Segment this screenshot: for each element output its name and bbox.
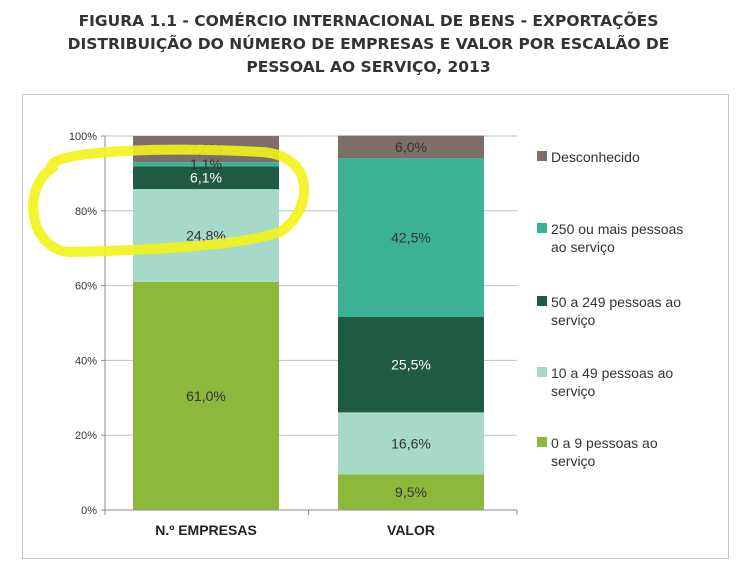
- legend-layer: Desconhecido 250 ou mais pessoas ao serviç…: [537, 149, 683, 469]
- data-label: 25,5%: [391, 357, 431, 373]
- legend-label: serviço: [551, 453, 596, 469]
- legend-swatch: [537, 151, 547, 161]
- data-label: 9,5%: [395, 484, 427, 500]
- legend-label: 0 a 9 pessoas ao: [551, 435, 658, 451]
- annotation-layer: [28, 144, 310, 258]
- highlight-ellipse: [28, 144, 310, 258]
- bar-segment: [338, 135, 484, 159]
- legend-label: ao serviço: [551, 239, 615, 255]
- bar-segment: [133, 281, 279, 510]
- category-label: N.º EMPRESAS: [155, 522, 257, 538]
- legend-swatch: [537, 437, 547, 447]
- title-line-3: PESSOAL AO SERVIÇO, 2013: [246, 58, 491, 76]
- data-label: 1,1%: [190, 156, 222, 172]
- y-tick-label: 60%: [75, 281, 97, 293]
- legend-swatch: [537, 223, 547, 233]
- axis-layer: 0% 20% 40% 60% 80% 100% N.º EMPRESAS VALOR: [69, 131, 518, 538]
- data-label: 6,1%: [190, 170, 222, 186]
- category-label: VALOR: [387, 522, 435, 538]
- y-tick-label: 80%: [75, 206, 97, 218]
- data-label: 6,0%: [395, 139, 427, 155]
- y-tick-label: 40%: [75, 355, 97, 367]
- chart-title: FIGURA 1.1 - COMÉRCIO INTERNACIONAL DE B…: [0, 10, 737, 79]
- legend-swatch: [537, 367, 547, 377]
- data-label: 42,5%: [391, 230, 431, 246]
- legend-label: serviço: [551, 312, 596, 328]
- title-line-1: FIGURA 1.1 - COMÉRCIO INTERNACIONAL DE B…: [78, 12, 659, 30]
- bar-segment: [338, 158, 484, 318]
- bar-segment: [133, 166, 279, 190]
- legend-label: 250 ou mais pessoas: [551, 221, 683, 237]
- legend-label: 10 a 49 pessoas ao: [551, 365, 673, 381]
- bar-segment: [338, 474, 484, 510]
- legend-label: serviço: [551, 383, 596, 399]
- y-tick-label: 100%: [69, 131, 97, 143]
- legend-label: 50 a 249 pessoas ao: [551, 294, 681, 310]
- legend-swatch: [537, 296, 547, 306]
- title-line-2: DISTRIBUIÇÃO DO NÚMERO DE EMPRESAS E VAL…: [67, 35, 670, 53]
- bar-segment: [133, 162, 279, 167]
- legend-label: Desconhecido: [551, 149, 640, 165]
- bar-segment: [338, 317, 484, 413]
- y-tick-label: 20%: [75, 430, 97, 442]
- bar-segment: [338, 412, 484, 475]
- y-tick-label: 0%: [81, 505, 97, 517]
- data-label: 16,6%: [391, 435, 431, 451]
- data-label: 61,0%: [186, 388, 226, 404]
